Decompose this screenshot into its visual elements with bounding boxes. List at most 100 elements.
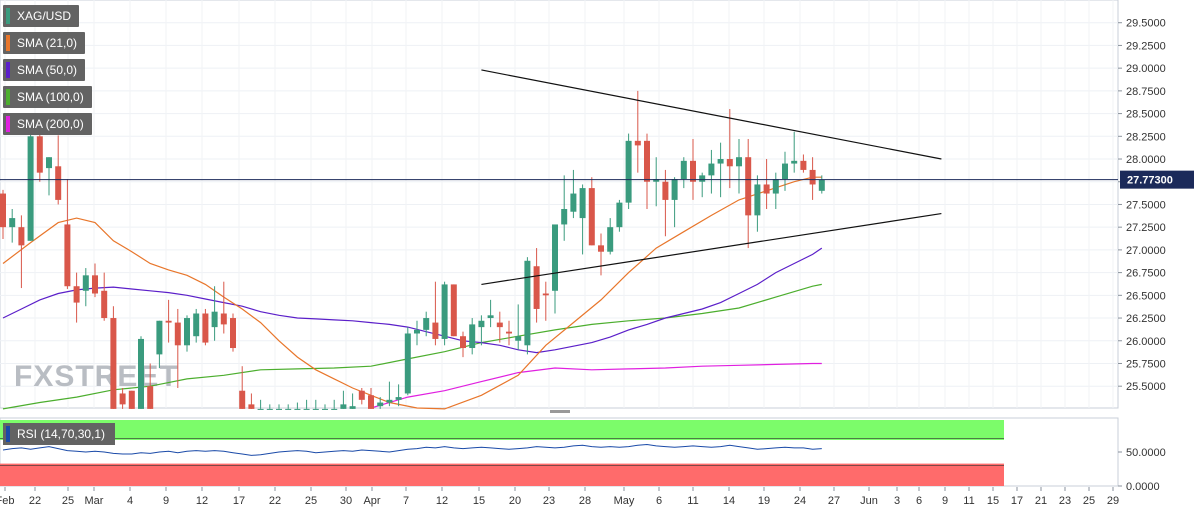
candle-down (745, 139, 752, 249)
candle-up (423, 311, 430, 337)
candle-body (625, 140, 632, 203)
candle-down (809, 157, 816, 200)
candle-up (717, 142, 724, 198)
pane-resize-handle (550, 410, 570, 413)
candle-body (404, 333, 411, 394)
candle-body (211, 311, 218, 328)
candle-body (763, 184, 770, 194)
candle-body (368, 395, 374, 409)
candle-down (432, 281, 439, 346)
y-tick-label: 26.5000 (1126, 290, 1166, 302)
x-tick-label: 23 (543, 495, 555, 507)
x-tick-label: Jun (860, 495, 878, 507)
candle-down (220, 281, 227, 334)
trendline (481, 212, 942, 286)
x-tick-label: 15 (473, 495, 485, 507)
legend-sma100[interactable]: SMA (100,0) (3, 86, 92, 108)
candle-body (82, 275, 89, 291)
candle-up (184, 315, 190, 352)
x-tick-label: 28 (579, 495, 591, 507)
candle-down (248, 393, 255, 409)
rsi-overbought-zone (0, 420, 1004, 440)
candle-down (202, 308, 209, 346)
legend-sma50[interactable]: SMA (50,0) (3, 59, 86, 81)
grid-lines: FXSTREET (0, 0, 1119, 409)
x-tick-label: Apr (363, 495, 380, 507)
x-tick-label: 12 (436, 495, 448, 507)
candle-up (782, 151, 788, 191)
swatch (6, 35, 10, 51)
y-tick-label: 27.5000 (1126, 199, 1166, 211)
swatch (6, 426, 10, 442)
candle-up (708, 149, 715, 194)
legend-sma200[interactable]: SMA (200,0) (3, 113, 92, 135)
trendlines (481, 69, 942, 286)
x-tick-label: 17 (233, 495, 245, 507)
candle-body (358, 390, 365, 400)
candle-body (432, 322, 439, 339)
candle-up (671, 177, 678, 228)
candle-body (506, 331, 512, 334)
candle-up (9, 208, 16, 243)
x-tick-label: 29 (1107, 495, 1119, 507)
candle-down (55, 135, 62, 205)
candle-body (800, 160, 807, 170)
x-tick-label: 6 (656, 495, 662, 507)
candle-body (340, 404, 347, 409)
x-tick-label: 25 (62, 495, 74, 507)
watermark: FXSTREET (14, 360, 179, 393)
candle-up (736, 139, 742, 194)
x-tick-label: 9 (163, 495, 169, 507)
candle-body (193, 313, 200, 337)
y-tick-label: 28.0000 (1126, 154, 1166, 166)
candle-body (73, 286, 80, 303)
candle-up (561, 175, 568, 241)
candle-body (818, 179, 825, 191)
candle-down (165, 299, 172, 343)
candle-up (772, 172, 779, 209)
candle-up (699, 172, 706, 198)
candle-body (110, 318, 117, 409)
rsi-legend[interactable]: RSI (14,70,30,1) (3, 423, 116, 445)
candle-up (303, 399, 310, 410)
y-tick-label: 29.0000 (1126, 63, 1166, 75)
legend-sma200-label: SMA (200,0) (17, 117, 84, 131)
candle-body (754, 184, 761, 216)
legend-sma50-label: SMA (50,0) (17, 63, 78, 77)
candle-body (276, 408, 282, 410)
candle-down (644, 133, 650, 209)
candle-body (165, 320, 172, 323)
candle-body (588, 188, 595, 246)
candle-up (552, 224, 558, 314)
candle-body (662, 181, 669, 200)
candle-down (588, 177, 595, 246)
x-tick-label: 27 (828, 495, 840, 507)
candle-down (763, 159, 770, 209)
candle-down (368, 388, 374, 409)
x-tick-label: 14 (723, 495, 735, 507)
candle-body (616, 202, 623, 228)
x-tick-label: 23 (1059, 495, 1071, 507)
candle-up (322, 404, 328, 410)
candle-body (101, 290, 108, 319)
candle-body (478, 320, 485, 328)
candle-up (754, 175, 761, 232)
candle-down (110, 306, 117, 409)
candle-body (230, 318, 236, 349)
candle-down (460, 331, 466, 358)
candle-body (515, 336, 522, 341)
y-tick-label: 27.0000 (1126, 245, 1166, 257)
candle-body (644, 140, 650, 182)
x-tick-label: 30 (340, 495, 352, 507)
swatch (6, 116, 10, 132)
x-tick-label: 6 (916, 495, 922, 507)
price-label-box (1120, 170, 1194, 189)
candle-up (386, 381, 393, 407)
sma100-line (2, 283, 822, 410)
legend-sma21[interactable]: SMA (21,0) (3, 32, 86, 54)
candle-down (358, 388, 365, 405)
y-tick-label: 26.2500 (1126, 313, 1166, 325)
time-axis: Feb 22 25 Mar 4 9 12 17 22 25 30 Apr 7 12 15 20 23 28 May 6… (0, 487, 1119, 507)
candle-down (64, 179, 71, 289)
legend-symbol[interactable]: XAG/USD (3, 5, 80, 27)
